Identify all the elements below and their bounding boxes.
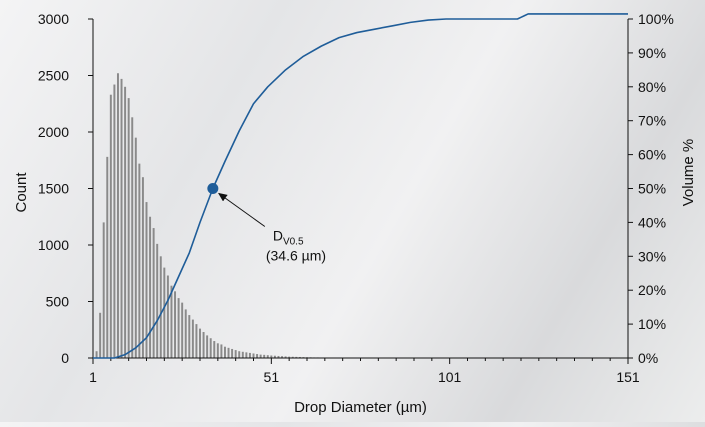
histogram-bar bbox=[188, 315, 190, 358]
histogram-bar bbox=[217, 343, 219, 358]
histogram-bar bbox=[206, 335, 208, 358]
x-tick-label: 101 bbox=[438, 369, 462, 385]
histogram-bar bbox=[238, 351, 240, 358]
histogram-bar bbox=[253, 353, 255, 358]
histogram-bar bbox=[156, 244, 158, 358]
histogram-bar bbox=[163, 268, 165, 358]
histogram-bar bbox=[210, 338, 212, 358]
dv05-label-subscript: V0.5 bbox=[283, 237, 304, 248]
histogram-bar bbox=[245, 352, 247, 358]
y-left-tick-label: 1000 bbox=[38, 237, 69, 253]
y-right-tick-label: 20% bbox=[638, 282, 666, 298]
y-left-tick-label: 500 bbox=[46, 294, 70, 310]
y-right-tick-label: 50% bbox=[638, 181, 666, 197]
y-right-tick-label: 30% bbox=[638, 248, 666, 264]
y-left-tick-label: 2000 bbox=[38, 124, 69, 140]
y-axis-title-right: Volume % bbox=[680, 139, 697, 207]
dv05-label-main: D bbox=[273, 228, 283, 244]
y-right-tick-label: 70% bbox=[638, 113, 666, 129]
histogram-bar bbox=[113, 85, 115, 358]
histogram-bar bbox=[224, 347, 226, 358]
histogram-bar bbox=[106, 157, 108, 358]
histogram-bar bbox=[135, 138, 137, 358]
dv05-label: DV0.5 bbox=[273, 228, 304, 248]
y-right-tick-label: 10% bbox=[638, 316, 666, 332]
x-tick-label: 51 bbox=[264, 369, 280, 385]
histogram-bar bbox=[249, 353, 251, 358]
histogram-bar bbox=[213, 341, 215, 358]
y-right-tick-label: 80% bbox=[638, 79, 666, 95]
x-tick-label: 1 bbox=[89, 369, 97, 385]
histogram-bar bbox=[103, 222, 105, 358]
histogram-bar bbox=[185, 309, 187, 358]
histogram-bar bbox=[131, 117, 133, 358]
y-axis-title-left: Count bbox=[13, 172, 30, 213]
histogram-bar bbox=[99, 313, 101, 358]
histogram-bar bbox=[192, 320, 194, 358]
y-right-tick-label: 100% bbox=[638, 11, 674, 27]
histogram-bar bbox=[110, 95, 112, 358]
y-left-tick-label: 2500 bbox=[38, 68, 69, 84]
histogram-bar bbox=[203, 332, 205, 358]
histogram-bar bbox=[128, 98, 130, 358]
dv05-marker bbox=[207, 183, 218, 194]
y-right-tick-label: 90% bbox=[638, 45, 666, 61]
histogram-bar bbox=[195, 324, 197, 358]
x-tick-label: 151 bbox=[616, 369, 640, 385]
histogram-bar bbox=[170, 286, 172, 358]
y-left-tick-label: 0 bbox=[61, 350, 69, 366]
histogram-bar bbox=[167, 276, 169, 358]
cumulative-volume-line bbox=[93, 14, 628, 358]
histogram-bar bbox=[138, 164, 140, 358]
histogram-bar bbox=[174, 291, 176, 358]
histogram-bar bbox=[96, 351, 98, 358]
histogram-bar bbox=[149, 217, 151, 358]
histogram-bar bbox=[199, 329, 201, 358]
histogram-bar bbox=[146, 202, 148, 358]
histogram-bar bbox=[142, 177, 144, 358]
histogram-bar bbox=[178, 298, 180, 358]
histogram-bar bbox=[181, 303, 183, 358]
histogram-bar bbox=[124, 87, 126, 358]
y-right-tick-label: 60% bbox=[638, 147, 666, 163]
dv05-value-label: (34.6 µm) bbox=[266, 248, 326, 264]
x-axis-title: Drop Diameter (µm) bbox=[294, 399, 427, 416]
histogram-bar bbox=[228, 348, 230, 358]
histogram-bar bbox=[235, 350, 237, 358]
histogram-bar bbox=[220, 344, 222, 358]
histogram-bar bbox=[160, 256, 162, 358]
annotation-arrow bbox=[219, 194, 265, 227]
y-left-tick-label: 3000 bbox=[38, 11, 69, 27]
histogram-bar bbox=[260, 355, 262, 358]
y-right-tick-label: 0% bbox=[638, 350, 658, 366]
histogram-bar bbox=[231, 349, 233, 358]
histogram-bar bbox=[153, 228, 155, 358]
y-right-tick-label: 40% bbox=[638, 214, 666, 230]
histogram-bar bbox=[117, 73, 119, 358]
histogram-bar bbox=[242, 352, 244, 358]
y-left-tick-label: 1500 bbox=[38, 181, 69, 197]
histogram-bar bbox=[121, 79, 123, 358]
histogram-bar bbox=[256, 354, 258, 358]
